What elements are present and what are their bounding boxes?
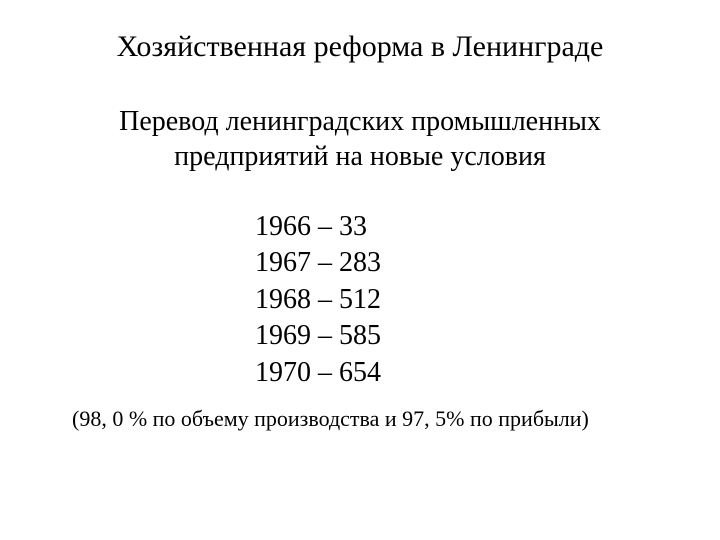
data-row: 1968 – 512 [255,282,670,318]
footnote: (98, 0 % по объему производства и 97, 5%… [72,406,670,432]
data-row: 1969 – 585 [255,318,670,354]
value: 283 [339,247,381,278]
data-row: 1970 – 654 [255,355,670,391]
year: 1969 [255,320,311,351]
slide-title: Хозяйственная реформа в Ленинграде [50,30,670,64]
data-row: 1967 – 283 [255,245,670,281]
year: 1967 [255,247,311,278]
value: 33 [339,211,367,242]
value: 512 [339,284,381,315]
year: 1970 [255,357,311,388]
value: 654 [339,357,381,388]
year: 1968 [255,284,311,315]
year: 1966 [255,211,311,242]
data-row: 1966 – 33 [255,209,670,245]
value: 585 [339,320,381,351]
year-value-list: 1966 – 33 1967 – 283 1968 – 512 1969 – 5… [255,209,670,391]
slide-subtitle: Перевод ленинградских промышленных предп… [50,104,670,174]
